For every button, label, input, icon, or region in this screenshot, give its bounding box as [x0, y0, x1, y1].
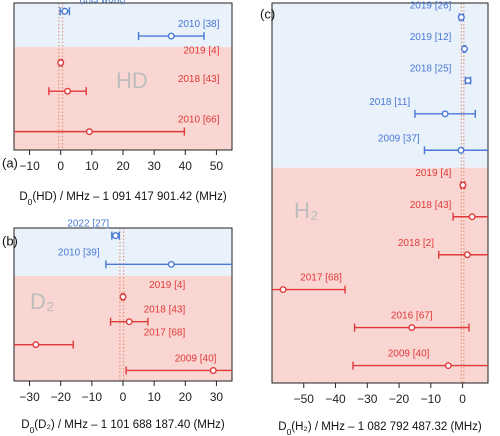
- point-label: 2022 [27]: [67, 219, 109, 230]
- data-point: [64, 87, 72, 95]
- x-axis-label-post: (HD) / MHz – 1 091 417 901.42 (MHz): [32, 191, 226, 203]
- data-point: [463, 251, 471, 259]
- point-label: 2010 [39]: [58, 247, 100, 258]
- x-tick-label: −20: [389, 392, 410, 406]
- data-point: [444, 362, 452, 370]
- blue-band: [14, 3, 232, 48]
- point-label: (this work): [79, 0, 125, 5]
- data-point: [57, 59, 65, 67]
- point-label: 2010 [66]: [178, 115, 220, 126]
- data-point: [457, 146, 465, 154]
- data-point: [112, 232, 120, 240]
- x-tick-label: −40: [325, 392, 346, 406]
- x-axis-label: D0(H₂) / MHz – 1 082 792 487.32 (MHz): [278, 421, 482, 436]
- x-axis-label-pre: D: [21, 419, 29, 431]
- x-axis-label-post: (D₂) / MHz – 1 101 688 187.40 (MHz): [34, 419, 225, 431]
- panel-label: (b): [2, 234, 18, 249]
- point-label: 2019 [4]: [183, 46, 219, 57]
- data-point: [459, 181, 467, 189]
- point-label: 2018 [43]: [410, 200, 452, 211]
- data-point: [119, 293, 127, 301]
- point-label: 2019 [4]: [149, 280, 185, 291]
- data-point: [441, 110, 449, 118]
- point-label: 2018 [11]: [369, 97, 410, 108]
- point-label: 2017 [68]: [300, 273, 342, 284]
- point-label: 2010 [38]: [178, 19, 220, 30]
- x-tick-label: −30: [357, 392, 378, 406]
- data-point: [32, 341, 40, 349]
- x-axis-label-pre: D: [278, 421, 286, 433]
- data-point: [85, 128, 93, 136]
- isotope-label: D₂: [30, 289, 54, 314]
- x-tick-label: 0: [57, 159, 64, 173]
- point-label: 2019 [12]: [410, 32, 452, 43]
- data-point: [457, 13, 465, 21]
- x-tick-label: −30: [19, 390, 40, 404]
- data-point: [167, 260, 175, 268]
- x-tick-label: −10: [421, 392, 442, 406]
- data-point: [167, 32, 175, 40]
- blue-band: [14, 228, 232, 276]
- point-label: 2019 [4]: [415, 168, 451, 179]
- x-tick-label: 30: [210, 390, 224, 404]
- point-label: 2009 [40]: [175, 353, 217, 364]
- x-tick-label: 50: [210, 159, 224, 173]
- x-tick-label: 0: [120, 390, 127, 404]
- isotope-label: HD: [116, 68, 148, 93]
- red-band: [14, 275, 232, 381]
- data-point: [468, 213, 476, 221]
- point-label: 2018 [2]: [398, 238, 434, 249]
- data-point: [464, 77, 472, 85]
- panel-label: (a): [2, 156, 18, 171]
- x-axis-label-post: (H₂) / MHz – 1 082 792 487.32 (MHz): [291, 421, 482, 433]
- blue-band: [272, 3, 488, 168]
- x-axis-label-sub: 0: [30, 425, 35, 435]
- x-tick-label: 40: [179, 159, 193, 173]
- isotope-label: H₂: [294, 198, 318, 223]
- data-point: [460, 45, 468, 53]
- point-label: 2018 [43]: [178, 74, 220, 85]
- x-tick-label: −20: [51, 390, 72, 404]
- x-tick-label: 20: [116, 159, 130, 173]
- red-band: [14, 47, 232, 150]
- data-point: [61, 7, 69, 15]
- data-point: [209, 366, 217, 374]
- x-tick-label: 30: [147, 159, 161, 173]
- data-point: [125, 318, 133, 326]
- point-label: 2017 [68]: [144, 328, 186, 339]
- x-tick-label: 10: [85, 159, 99, 173]
- x-axis-label-pre: D: [19, 191, 27, 203]
- panel-label: (c): [260, 7, 275, 22]
- x-tick-label: 20: [179, 390, 193, 404]
- point-label: 2019 [26]: [410, 0, 452, 11]
- x-tick-label: −10: [19, 159, 40, 173]
- data-point: [408, 324, 416, 332]
- data-point: [279, 286, 287, 294]
- x-tick-label: −10: [82, 390, 103, 404]
- point-label: 2009 [37]: [378, 133, 420, 144]
- point-label: 2009 [40]: [388, 349, 430, 360]
- x-tick-label: 10: [147, 390, 161, 404]
- plot-frame: [271, 2, 489, 384]
- point-label: 2018 [25]: [410, 64, 452, 75]
- point-label: 2016 [67]: [391, 311, 433, 322]
- point-label: 2018 [43]: [144, 305, 186, 316]
- x-axis-label-sub: 0: [28, 197, 33, 207]
- x-tick-label: −50: [294, 392, 315, 406]
- x-tick-label: 0: [459, 392, 466, 406]
- x-axis-label-sub: 0: [287, 427, 292, 436]
- x-axis-label: D0(D₂) / MHz – 1 101 688 187.40 (MHz): [21, 419, 225, 435]
- x-axis-label: D0(HD) / MHz – 1 091 417 901.42 (MHz): [19, 191, 227, 207]
- red-band: [272, 167, 488, 383]
